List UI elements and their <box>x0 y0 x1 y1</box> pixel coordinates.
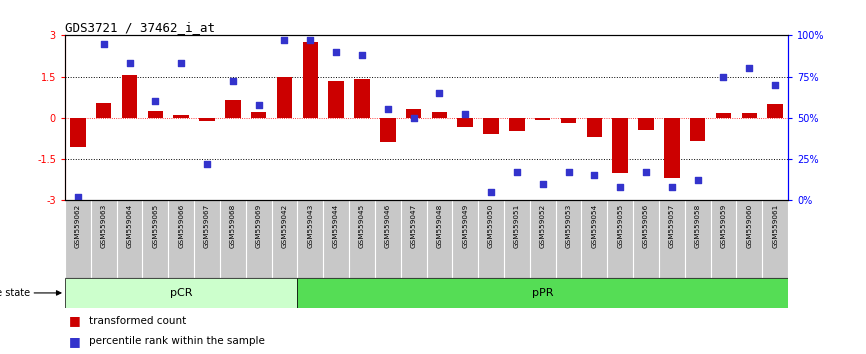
Point <box>665 184 679 190</box>
Bar <box>638 118 654 130</box>
Text: disease state: disease state <box>0 288 30 298</box>
Bar <box>122 75 137 118</box>
Bar <box>297 278 788 308</box>
Point <box>484 189 498 195</box>
Text: GSM559063: GSM559063 <box>100 204 107 248</box>
Text: GSM559068: GSM559068 <box>229 204 236 248</box>
Text: GSM559062: GSM559062 <box>74 204 81 248</box>
Text: GSM559066: GSM559066 <box>178 204 184 248</box>
Bar <box>509 118 525 131</box>
Bar <box>70 118 86 147</box>
Text: ■: ■ <box>69 314 81 327</box>
Point <box>587 172 601 178</box>
Point <box>277 38 291 43</box>
Text: GSM559054: GSM559054 <box>591 204 598 248</box>
Bar <box>483 118 499 134</box>
Bar <box>664 118 680 178</box>
Text: GSM559060: GSM559060 <box>746 204 753 248</box>
Bar <box>457 118 473 127</box>
Text: GSM559050: GSM559050 <box>488 204 494 248</box>
Text: GSM559043: GSM559043 <box>307 204 313 248</box>
Bar <box>561 118 576 123</box>
Text: GSM559047: GSM559047 <box>410 204 417 248</box>
Bar <box>173 115 189 118</box>
Bar <box>96 103 112 118</box>
Point <box>97 41 111 46</box>
Text: GSM559052: GSM559052 <box>540 204 546 248</box>
Point <box>148 98 162 104</box>
Point <box>768 82 782 88</box>
Bar <box>612 118 628 172</box>
Text: GSM559053: GSM559053 <box>565 204 572 248</box>
Text: GSM559048: GSM559048 <box>436 204 443 248</box>
Point <box>71 194 85 200</box>
Point <box>691 177 705 183</box>
Text: transformed count: transformed count <box>89 316 186 326</box>
Bar <box>277 76 292 118</box>
Text: GSM559058: GSM559058 <box>695 204 701 248</box>
Bar <box>690 118 706 141</box>
Point <box>432 90 446 96</box>
Bar <box>65 278 297 308</box>
Text: GDS3721 / 37462_i_at: GDS3721 / 37462_i_at <box>65 21 215 34</box>
Point <box>355 52 369 58</box>
Bar <box>251 112 267 118</box>
Point <box>226 79 240 84</box>
Text: GSM559065: GSM559065 <box>152 204 158 248</box>
Text: GSM559069: GSM559069 <box>255 204 262 248</box>
Text: GSM559057: GSM559057 <box>669 204 675 248</box>
Point <box>329 49 343 55</box>
Text: GSM559059: GSM559059 <box>721 204 727 248</box>
Text: percentile rank within the sample: percentile rank within the sample <box>89 336 265 346</box>
Bar <box>406 109 422 118</box>
Text: GSM559061: GSM559061 <box>772 204 779 248</box>
Text: GSM559067: GSM559067 <box>204 204 210 248</box>
Point <box>303 38 317 43</box>
Bar <box>380 118 396 142</box>
Bar <box>302 42 318 118</box>
Bar <box>741 113 757 118</box>
Text: pPR: pPR <box>532 288 553 298</box>
Text: ■: ■ <box>69 335 81 348</box>
Bar <box>431 112 447 118</box>
Point <box>639 169 653 175</box>
Point <box>458 112 472 117</box>
Text: GSM559056: GSM559056 <box>643 204 649 248</box>
Text: GSM559044: GSM559044 <box>333 204 339 248</box>
Point <box>174 61 188 66</box>
Bar <box>586 118 602 137</box>
Text: pCR: pCR <box>170 288 192 298</box>
Point <box>562 169 576 175</box>
Point <box>123 61 137 66</box>
Text: GSM559055: GSM559055 <box>617 204 624 248</box>
Bar <box>767 104 783 118</box>
Point <box>200 161 214 167</box>
Point <box>252 102 266 107</box>
Point <box>716 74 730 79</box>
Text: GSM559051: GSM559051 <box>514 204 520 248</box>
Bar <box>199 118 215 121</box>
Bar <box>535 118 551 120</box>
Text: GSM559064: GSM559064 <box>126 204 132 248</box>
Point <box>536 181 550 186</box>
Point <box>381 107 395 112</box>
Text: GSM559042: GSM559042 <box>281 204 288 248</box>
Bar <box>354 79 370 118</box>
Point <box>510 169 524 175</box>
Bar <box>715 113 731 118</box>
Bar <box>328 81 344 118</box>
Point <box>742 65 756 71</box>
Text: GSM559046: GSM559046 <box>385 204 391 248</box>
Text: GSM559049: GSM559049 <box>462 204 469 248</box>
Text: GSM559045: GSM559045 <box>359 204 365 248</box>
Bar <box>147 111 163 118</box>
Point <box>613 184 627 190</box>
Bar <box>225 100 241 118</box>
Point <box>407 115 421 120</box>
